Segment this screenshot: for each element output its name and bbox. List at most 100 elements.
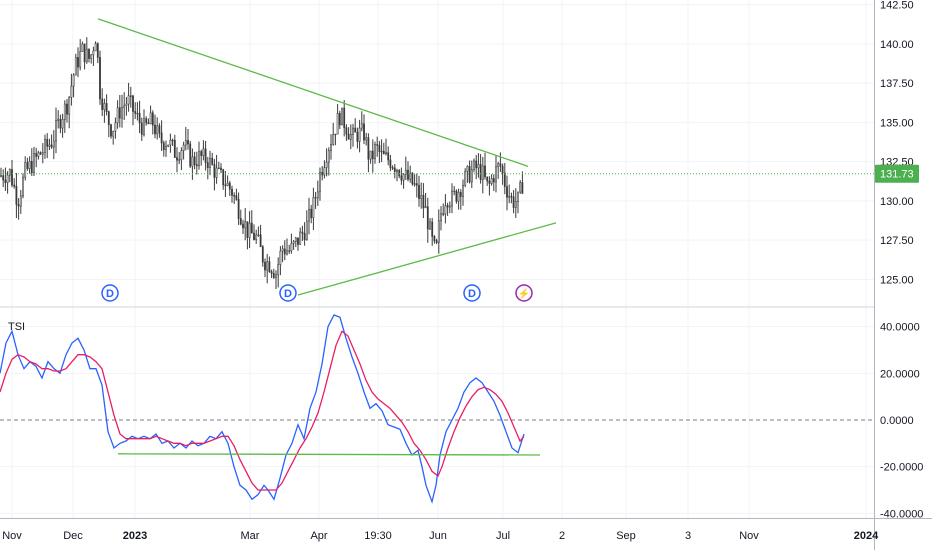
candle-body [226,182,229,186]
candle-body [400,175,403,181]
candle-body [404,169,407,175]
candle-body [387,152,390,161]
price-pane[interactable]: D D D ⚡ [0,18,874,302]
dividend-marker[interactable]: D [279,284,297,302]
time-tick-label: Nov [739,530,759,542]
candle-body [195,164,198,167]
candle-body [72,74,75,87]
dividend-marker-circle[interactable] [463,284,481,302]
candle-body [422,195,425,209]
candle-body [481,165,484,181]
candle-body [55,120,57,142]
price-tick-label: 127.50 [880,235,914,247]
candle-body [266,261,269,271]
candle-body [290,243,293,252]
candle-body [292,241,295,244]
earnings-marker-circle[interactable] [515,284,533,302]
candle-body [231,188,233,196]
candle-body [193,156,196,165]
tsi-line [0,314,525,504]
candle-body [39,152,42,155]
candle-body [506,186,508,198]
candle-body [358,127,361,142]
dividend-marker[interactable]: D [463,284,481,302]
candle-body [253,232,255,240]
candle-body [169,139,172,146]
candle-body [484,165,486,178]
price-tick-label: 135.00 [880,117,914,129]
candle-body [116,107,119,124]
candle-body [107,111,110,126]
candle-body [68,96,71,115]
candle-body [171,139,174,142]
candle-body [257,234,260,236]
candle-body [360,123,363,129]
candle-body [470,169,473,183]
candle-body [367,137,370,160]
candle-body [341,107,343,126]
candle-body [191,156,194,167]
candle-body [121,107,123,119]
candle-body [396,169,398,172]
candle-body [33,153,35,173]
candle-body [90,54,93,59]
candle-body [235,195,238,200]
candle-body [314,197,317,199]
dividend-marker-circle[interactable] [279,284,297,302]
candle-body [57,118,60,121]
last-price-label: 131.73 [880,169,914,181]
earnings-marker[interactable]: ⚡ [515,284,533,302]
candle-body [211,157,214,165]
candle-body [66,103,68,115]
candle-body [301,231,304,234]
candle-body [70,85,73,98]
candle-body [30,160,33,173]
candle-body [233,195,236,197]
candle-body [52,140,55,148]
candle-body [138,112,141,124]
candle-body [222,169,225,186]
price-tick-label: 130.00 [880,196,914,208]
time-tick-label: 19:30 [364,530,392,542]
candle-body [354,127,357,133]
tsi-trendline[interactable] [117,453,541,456]
candle-body [448,205,451,208]
candle-body [79,51,82,68]
candle-body [316,191,319,199]
dividend-marker-label: D [106,288,114,300]
candle-body [123,105,126,108]
candle-body [519,182,522,193]
time-tick-label: 2 [559,530,565,542]
candle-body [145,118,148,124]
price-tick-label: 137.50 [880,78,914,90]
candle-body [88,48,90,59]
candle-body [499,163,502,167]
grid-layer [0,0,874,518]
candle-body [323,167,326,176]
candle-body [11,169,13,186]
candle-body [466,166,469,172]
candle-body [8,169,11,176]
candle-body [134,111,137,114]
candle-body [187,140,189,145]
tsi-pane[interactable] [0,314,874,504]
tsi-tick-label: 40.0000 [880,322,920,334]
candle-body [305,220,308,240]
dividend-marker[interactable]: D [101,284,119,302]
candle-body [431,221,434,237]
indicator-label: TSI [8,321,25,333]
candle-body [440,213,442,222]
candle-body [332,134,335,145]
candle-body [92,50,95,56]
candle-body [310,208,313,219]
candle-body [224,184,227,187]
candle-body [382,150,385,155]
candle-body [398,169,401,177]
price-trendline[interactable] [297,222,557,296]
price-trendline[interactable] [97,18,529,167]
candle-body [277,264,280,276]
dividend-marker-circle[interactable] [101,284,119,302]
candle-body [261,246,264,263]
